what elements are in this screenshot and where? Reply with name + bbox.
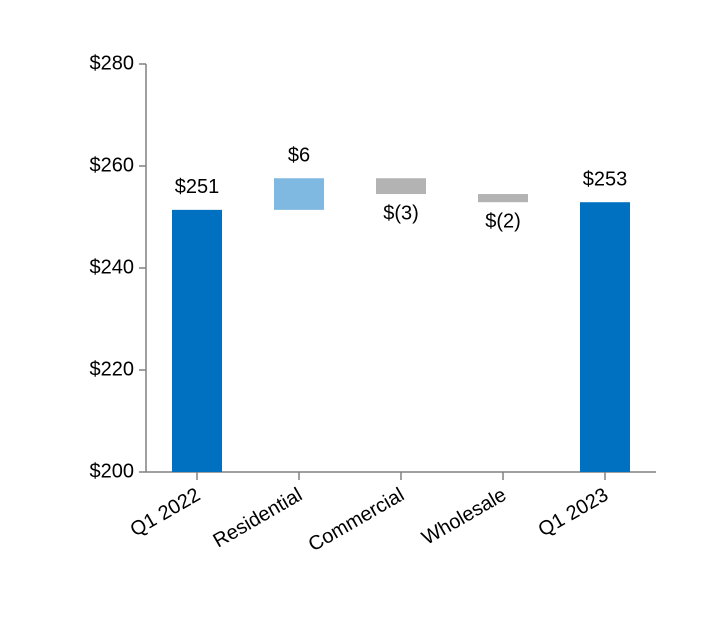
x-tick-label: Commercial	[305, 484, 408, 556]
bar	[478, 194, 528, 203]
x-tick-label: Residential	[209, 484, 306, 553]
x-tick-label: Wholesale	[418, 484, 510, 550]
value-label: $6	[288, 145, 310, 167]
y-tick-label: $240	[90, 256, 135, 278]
value-label: $251	[175, 176, 220, 198]
x-tick-label: Q1 2022	[127, 484, 204, 541]
bar	[172, 209, 222, 473]
value-label: $(2)	[485, 210, 521, 232]
bar	[376, 178, 426, 195]
y-tick-label: $200	[90, 460, 135, 482]
bar	[274, 178, 324, 210]
bar	[580, 202, 630, 472]
value-label: $253	[583, 168, 628, 190]
y-tick-label: $220	[90, 358, 135, 380]
value-label: $(3)	[383, 202, 419, 224]
y-tick-label: $280	[90, 52, 135, 74]
y-tick-label: $260	[90, 154, 135, 176]
x-tick-label: Q1 2023	[535, 484, 612, 541]
